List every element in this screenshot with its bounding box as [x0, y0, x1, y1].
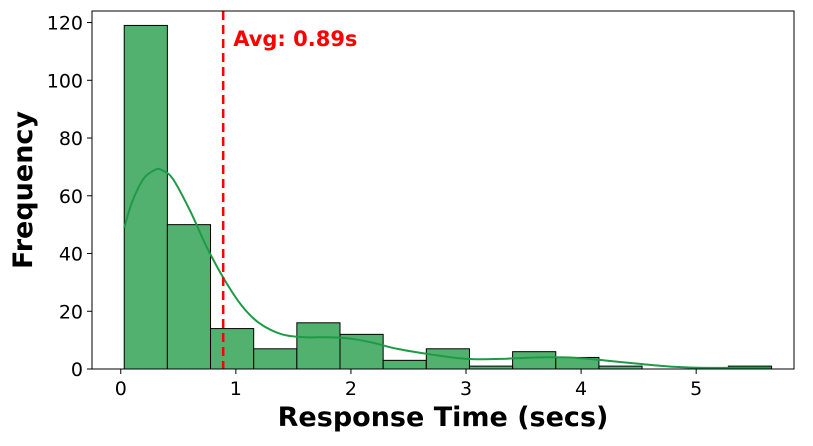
y-tick-label: 0 [71, 359, 83, 381]
histogram-bar [210, 328, 255, 370]
y-tick-label: 60 [59, 186, 83, 208]
kde-curve [123, 167, 771, 369]
histogram-bar [253, 348, 298, 370]
x-tick-label: 4 [575, 378, 587, 400]
histogram-bar [296, 322, 341, 370]
y-axis-ticks: 0 20 40 60 80 100 120 [47, 13, 92, 381]
x-tick-label: 2 [345, 378, 357, 400]
x-tick-label: 1 [230, 378, 242, 400]
mean-annotation: Avg: 0.89s [233, 27, 357, 51]
y-tick-label: 120 [47, 13, 83, 35]
histogram-bar [382, 359, 427, 370]
x-tick-label: 5 [690, 378, 702, 400]
y-tick-label: 100 [47, 70, 83, 92]
histogram-bar [123, 24, 168, 370]
x-tick-label: 0 [115, 378, 127, 400]
histogram-bar [512, 351, 557, 370]
histogram-bar [166, 224, 212, 370]
x-axis-ticks: 0 1 2 3 4 5 [115, 369, 702, 400]
y-axis-label: Frequency [8, 111, 39, 269]
x-axis-label: Response Time (secs) [278, 402, 609, 433]
plot-frame [91, 10, 795, 370]
x-tick-label: 3 [460, 378, 472, 400]
y-tick-label: 80 [59, 128, 83, 150]
bars-group [123, 24, 773, 370]
y-tick-label: 40 [59, 244, 83, 266]
y-tick-label: 20 [59, 301, 83, 323]
